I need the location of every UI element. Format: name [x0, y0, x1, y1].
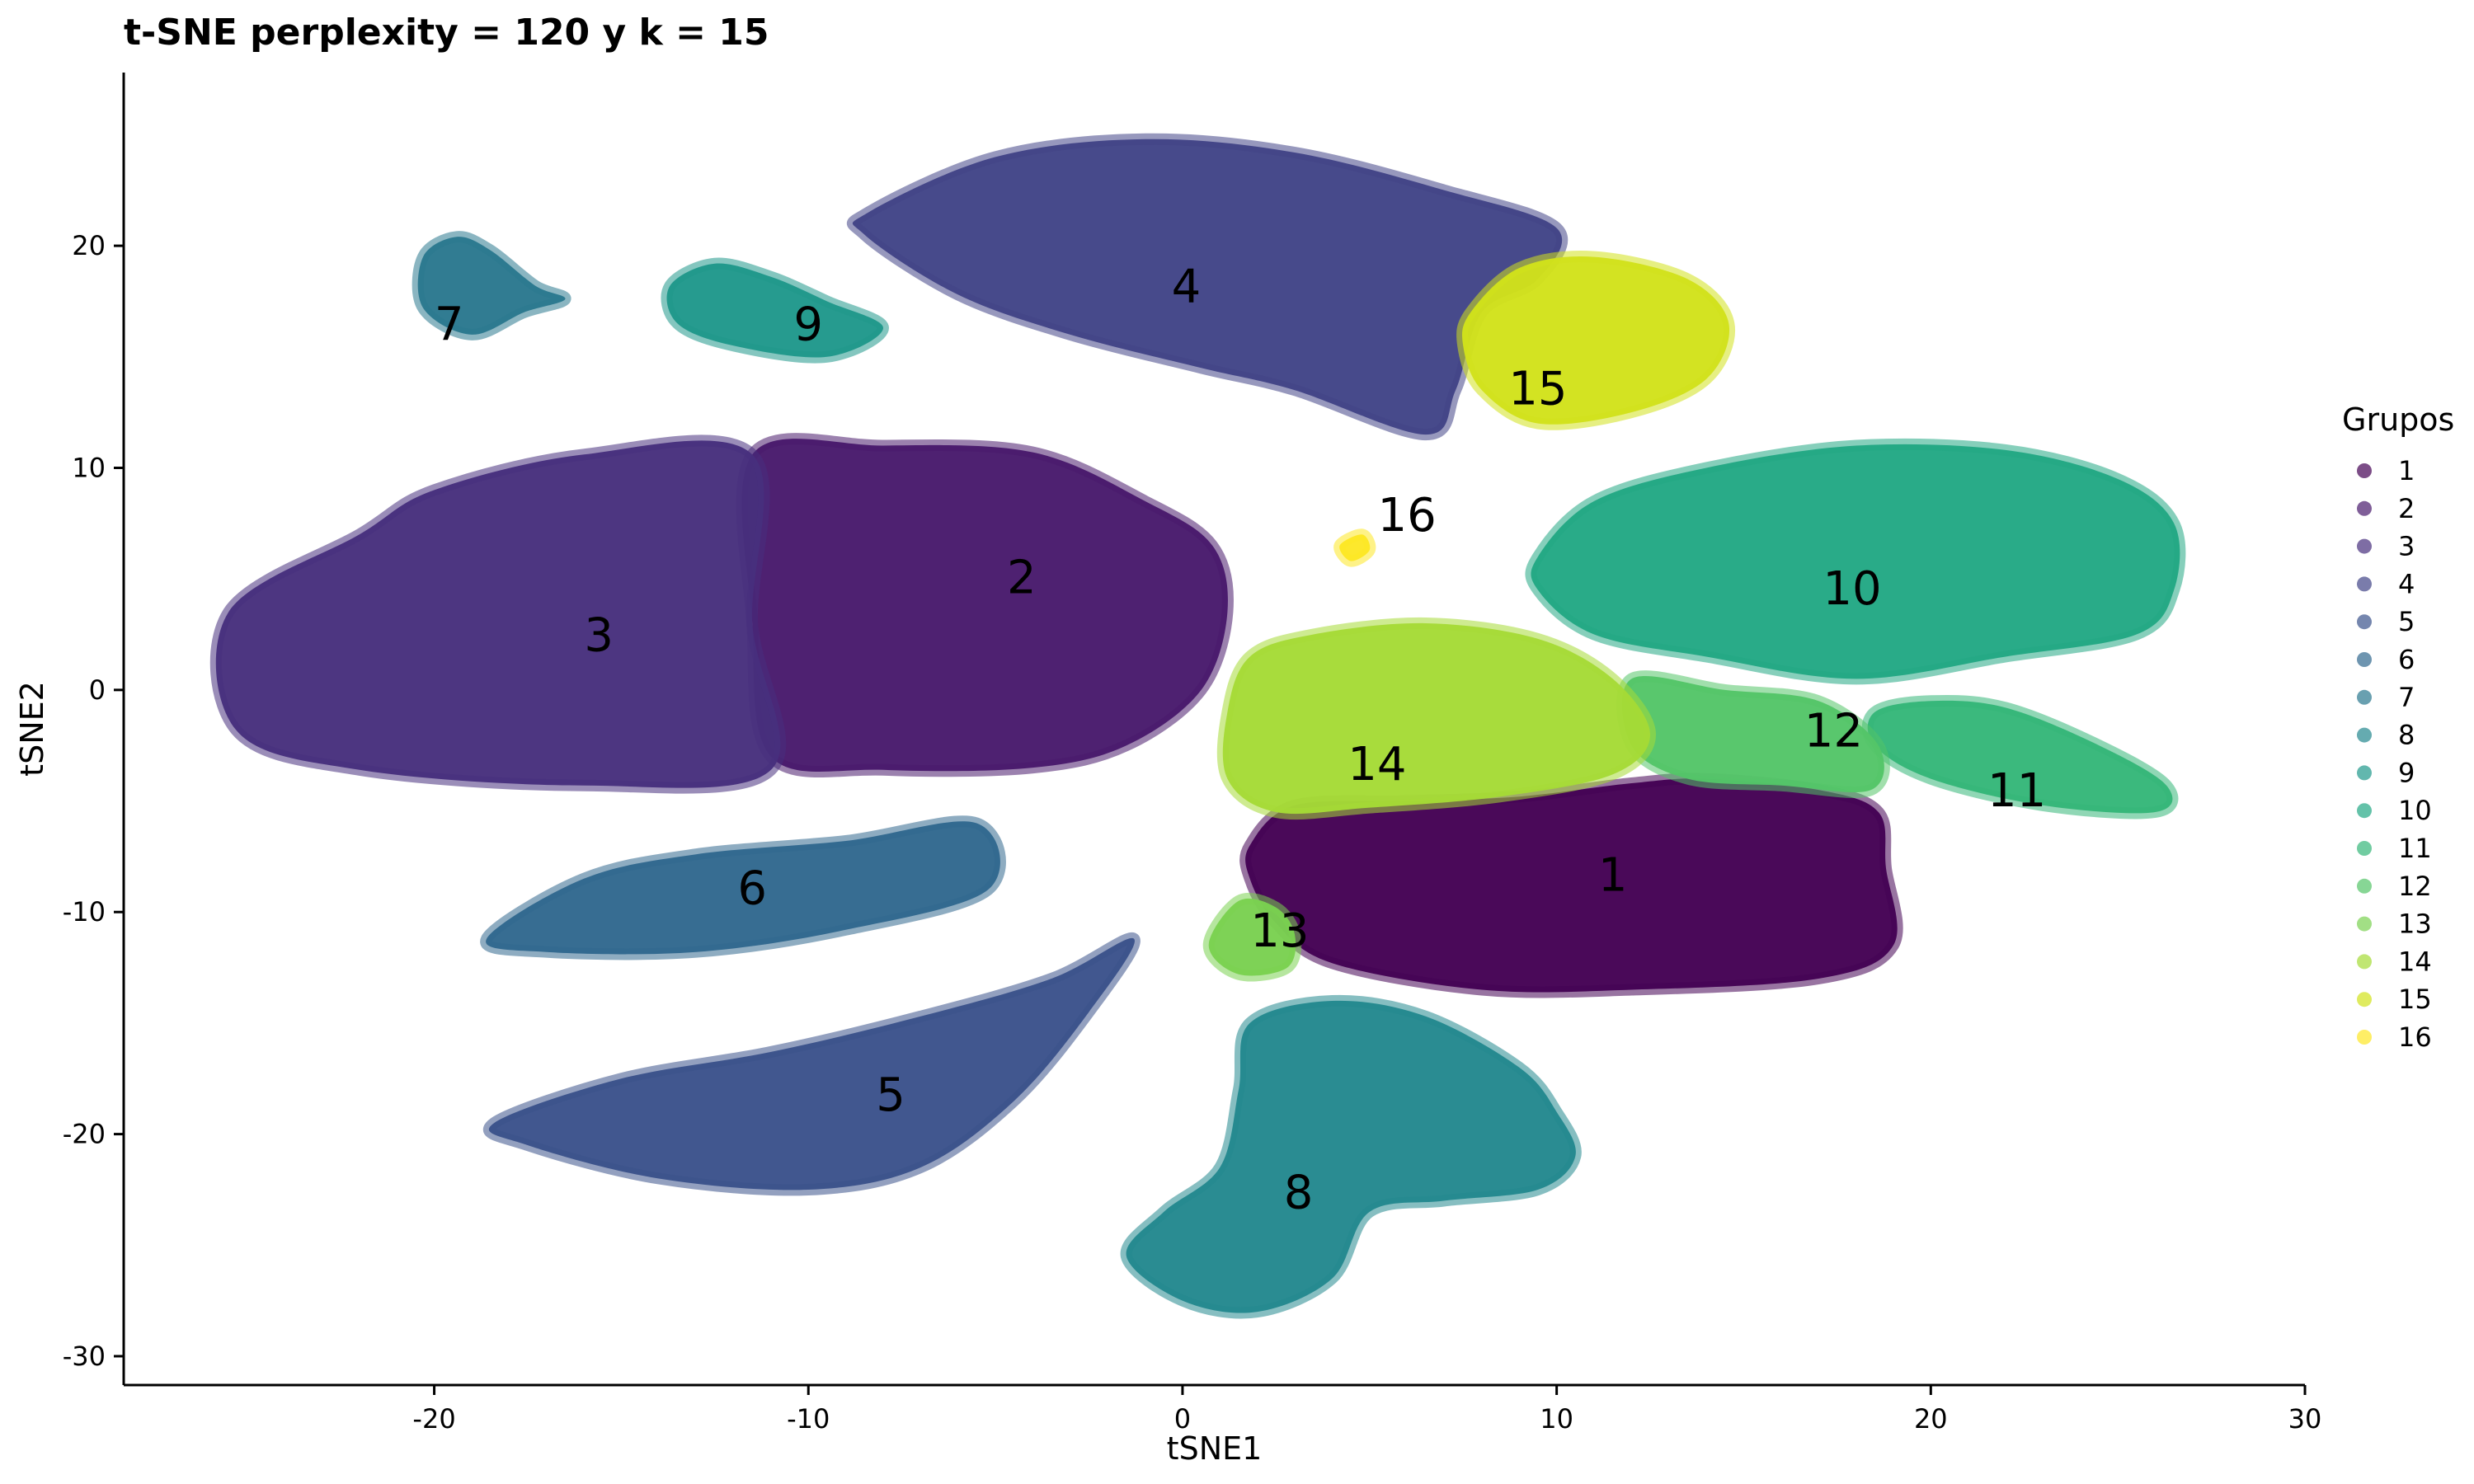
- legend-label-12: 12: [2398, 871, 2432, 902]
- legend-label-4: 4: [2398, 568, 2415, 599]
- x-tick-label: -20: [412, 1403, 455, 1435]
- cluster-label-6: 6: [737, 862, 767, 916]
- x-tick-label: -10: [787, 1403, 830, 1435]
- cluster-label-14: 14: [1348, 738, 1406, 791]
- legend-label-5: 5: [2398, 606, 2415, 637]
- x-tick-label: 10: [1540, 1403, 1573, 1435]
- cluster-label-1: 1: [1598, 848, 1628, 902]
- legend-title: Grupos: [2342, 402, 2454, 438]
- cluster-label-4: 4: [1172, 261, 1202, 314]
- cluster-label-7: 7: [435, 298, 464, 351]
- x-tick-label: 20: [1914, 1403, 1948, 1435]
- legend-key-11: [2357, 841, 2372, 856]
- cluster-label-5: 5: [876, 1068, 905, 1122]
- y-tick-label: -10: [63, 896, 106, 928]
- legend-label-13: 13: [2398, 909, 2432, 940]
- legend-key-5: [2357, 614, 2372, 630]
- legend-label-9: 9: [2398, 757, 2415, 788]
- legend-key-15: [2357, 992, 2372, 1007]
- legend-key-10: [2357, 803, 2372, 819]
- cluster-label-3: 3: [584, 609, 614, 663]
- legend-label-8: 8: [2398, 720, 2415, 751]
- cluster-6-points: [480, 815, 1006, 960]
- legend-key-6: [2357, 652, 2372, 667]
- cluster-7-points: [412, 231, 571, 340]
- legend-key-14: [2357, 954, 2372, 970]
- legend-key-3: [2357, 538, 2372, 554]
- legend-key-1: [2357, 463, 2372, 478]
- chart-title: t-SNE perplexity = 120 y k = 15: [124, 12, 769, 54]
- y-tick-label: 20: [72, 230, 106, 261]
- legend-key-16: [2357, 1030, 2372, 1045]
- cluster-13-points: [1202, 892, 1302, 982]
- cluster-label-16: 16: [1378, 489, 1437, 542]
- cluster-14-points: [1216, 617, 1656, 820]
- cluster-5-points: [482, 932, 1141, 1196]
- cluster-label-8: 8: [1284, 1167, 1314, 1220]
- y-tick-label: -20: [63, 1119, 106, 1150]
- cluster-10-points: [1525, 438, 2186, 685]
- legend-label-3: 3: [2398, 531, 2415, 562]
- legend-label-15: 15: [2398, 984, 2432, 1015]
- legend-key-12: [2357, 878, 2372, 894]
- x-axis-label: tSNE1: [1167, 1430, 1263, 1467]
- plot-area: [209, 133, 2186, 1319]
- cluster-label-12: 12: [1804, 704, 1863, 758]
- y-axis-label: tSNE2: [14, 681, 50, 777]
- legend-key-7: [2357, 689, 2372, 705]
- cluster-15-points: [1456, 251, 1736, 430]
- cluster-label-11: 11: [1987, 764, 2046, 818]
- legend-label-7: 7: [2398, 682, 2415, 713]
- legend-key-8: [2357, 727, 2372, 743]
- legend-key-4: [2357, 576, 2372, 592]
- legend-key-9: [2357, 765, 2372, 781]
- legend-label-11: 11: [2398, 833, 2432, 864]
- cluster-12-points: [1616, 670, 1890, 798]
- x-tick-label: 30: [2288, 1403, 2322, 1435]
- cluster-11-points: [1861, 694, 2179, 819]
- cluster-label-10: 10: [1823, 562, 1881, 616]
- y-tick-label: 0: [89, 674, 106, 706]
- cluster-16-points: [1333, 528, 1376, 567]
- legend-label-16: 16: [2398, 1021, 2432, 1053]
- cluster-9-points: [661, 257, 889, 364]
- y-tick-label: 10: [72, 452, 106, 483]
- y-tick-label: -30: [63, 1341, 106, 1372]
- legend-key-13: [2357, 916, 2372, 932]
- legend-label-1: 1: [2398, 455, 2415, 486]
- cluster-label-13: 13: [1250, 904, 1309, 958]
- cluster-3-points: [209, 434, 787, 794]
- legend-label-2: 2: [2398, 493, 2415, 524]
- cluster-4-points: [846, 133, 1568, 441]
- legend-key-2: [2357, 500, 2372, 516]
- y-axis-ticks: -30 -20 -10 0 10 20: [63, 230, 124, 1372]
- legend-label-14: 14: [2398, 946, 2432, 977]
- legend-label-6: 6: [2398, 644, 2415, 675]
- legend-label-10: 10: [2398, 795, 2432, 826]
- x-axis-ticks: -20 -10 0 10 20 30: [412, 1385, 2321, 1435]
- cluster-8-points: [1120, 994, 1582, 1319]
- cluster-label-2: 2: [1007, 551, 1037, 604]
- x-tick-label: 0: [1174, 1403, 1191, 1435]
- cluster-label-15: 15: [1508, 363, 1567, 416]
- cluster-2-points: [736, 433, 1234, 777]
- cluster-label-9: 9: [793, 298, 823, 351]
